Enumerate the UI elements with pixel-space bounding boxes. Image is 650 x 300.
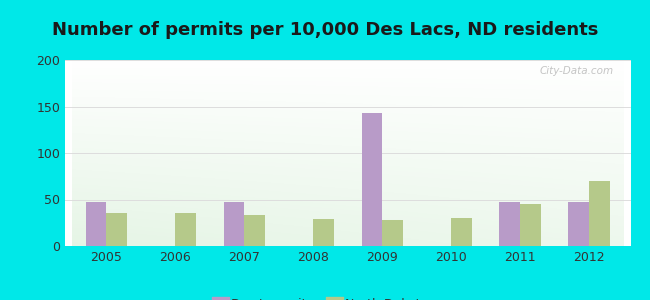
Bar bbox=[499, 202, 520, 246]
Bar bbox=[589, 181, 610, 246]
Text: Number of permits per 10,000 Des Lacs, ND residents: Number of permits per 10,000 Des Lacs, N… bbox=[52, 21, 598, 39]
Bar bbox=[520, 204, 541, 246]
Bar bbox=[451, 218, 472, 246]
Bar bbox=[569, 202, 589, 246]
Bar bbox=[382, 220, 403, 246]
Bar bbox=[244, 215, 265, 246]
Bar bbox=[107, 212, 127, 246]
Bar bbox=[86, 202, 107, 246]
Bar bbox=[313, 219, 334, 246]
Bar bbox=[361, 113, 382, 246]
Text: City-Data.com: City-Data.com bbox=[540, 66, 614, 76]
Bar bbox=[176, 214, 196, 246]
Legend: Des Lacs city, North Dakota average: Des Lacs city, North Dakota average bbox=[207, 293, 489, 300]
Bar bbox=[224, 202, 244, 246]
